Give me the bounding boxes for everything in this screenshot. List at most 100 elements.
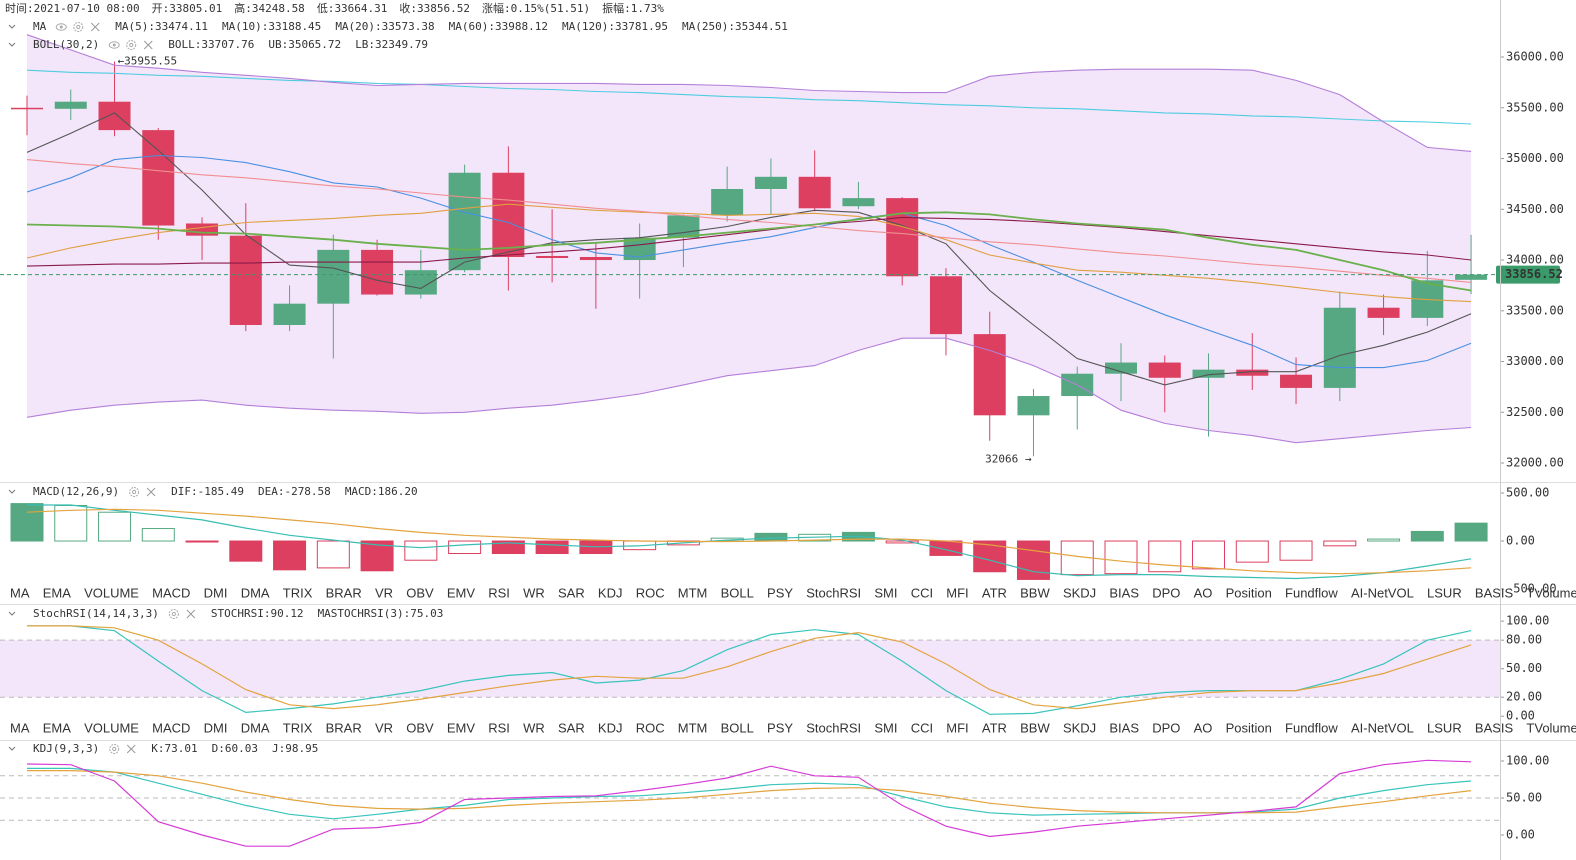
indicator-tab[interactable]: VOLUME (84, 720, 139, 735)
indicator-tab[interactable]: TRIX (283, 720, 313, 735)
indicator-tab[interactable]: TVolume (1526, 585, 1576, 600)
header-value: 34248.58 (252, 2, 305, 15)
indicator-line (26, 211, 1472, 292)
indicator-tab[interactable]: ATR (982, 585, 1007, 600)
indicator-tab[interactable]: MA (10, 585, 30, 600)
indicator-tab[interactable]: Position (1226, 585, 1272, 600)
indicator-tab[interactable]: SAR (558, 720, 585, 735)
indicator-tab[interactable]: DMA (241, 720, 270, 735)
macd-bar (229, 540, 263, 562)
indicator-tab[interactable]: BRAR (326, 720, 362, 735)
indicator-tab[interactable]: KDJ (598, 585, 623, 600)
indicator-tab[interactable]: VR (375, 585, 393, 600)
indicator-tab[interactable]: CCI (911, 585, 933, 600)
indicator-tab[interactable]: DPO (1152, 720, 1180, 735)
legend-item: BOLL:33707.76 (168, 38, 254, 51)
indicator-tab[interactable]: MACD (152, 585, 190, 600)
indicator-tab[interactable]: LSUR (1427, 585, 1462, 600)
candle-body (1192, 369, 1225, 378)
indicator-tab[interactable]: SAR (558, 585, 585, 600)
indicator-tab[interactable]: StochRSI (806, 585, 861, 600)
settings-icon (112, 746, 117, 752)
indicator-tab[interactable]: ROC (636, 720, 665, 735)
indicator-tab[interactable]: DPO (1152, 585, 1180, 600)
indicator-tab[interactable]: RSI (488, 720, 510, 735)
indicator-tab[interactable]: BOLL (721, 720, 754, 735)
indicator-tab[interactable]: Fundflow (1285, 720, 1338, 735)
header-value: 1.73% (631, 2, 664, 15)
indicator-tab[interactable]: BIAS (1109, 720, 1139, 735)
indicator-tab[interactable]: EMA (43, 585, 71, 600)
indicator-tab[interactable]: AI-NetVOL (1351, 585, 1414, 600)
last-price-label: 33856.52 (1505, 267, 1563, 281)
indicator-tab[interactable]: RSI (488, 585, 510, 600)
indicator-tab[interactable]: BIAS (1109, 585, 1139, 600)
indicator-tab[interactable]: KDJ (598, 720, 623, 735)
indicator-tab[interactable]: TVolume (1526, 720, 1576, 735)
legend-item: DEA:-278.58 (258, 485, 331, 498)
indicator-tab[interactable]: SKDJ (1063, 720, 1096, 735)
y-tick-label: 33000.00 (1506, 354, 1564, 368)
indicator-tab[interactable]: MTM (678, 585, 708, 600)
indicator-tab[interactable]: MTM (678, 720, 708, 735)
indicator-tab[interactable]: Fundflow (1285, 585, 1338, 600)
indicator-tab[interactable]: BASIS (1475, 585, 1514, 600)
indicator-line (26, 112, 1472, 386)
indicator-tab[interactable]: EMA (43, 720, 71, 735)
candle-body (1148, 362, 1181, 378)
indicator-tab[interactable]: OBV (406, 720, 434, 735)
candle-body (667, 215, 700, 238)
indicator-tab[interactable]: EMV (447, 720, 476, 735)
indicator-tab[interactable]: VR (375, 720, 393, 735)
indicator-tab[interactable]: BBW (1020, 720, 1050, 735)
y-tick-label: -500.00 (1506, 582, 1557, 596)
indicator-tab[interactable]: AO (1194, 585, 1213, 600)
legend-item: LB:32349.79 (355, 38, 428, 51)
indicator-tab[interactable]: DMA (241, 585, 270, 600)
indicator-tab[interactable]: WR (523, 585, 545, 600)
indicator-tab[interactable]: LSUR (1427, 720, 1462, 735)
y-tick-label: 20.00 (1506, 690, 1542, 704)
indicator-tab[interactable]: ROC (636, 585, 665, 600)
indicator-tab[interactable]: SMI (874, 585, 897, 600)
indicator-tab[interactable]: DMI (204, 585, 228, 600)
indicator-tab[interactable]: MFI (946, 585, 968, 600)
macd-plot (10, 503, 1488, 580)
indicator-tab[interactable]: PSY (767, 720, 793, 735)
indicator-tab[interactable]: TRIX (283, 585, 313, 600)
indicator-tab[interactable]: Position (1226, 720, 1272, 735)
indicator-tab[interactable]: OBV (406, 585, 434, 600)
macd-bar (754, 532, 788, 542)
indicator-tab[interactable]: VOLUME (84, 585, 139, 600)
header-label: 振幅: (602, 1, 631, 15)
indicator-tab[interactable]: AI-NetVOL (1351, 720, 1414, 735)
indicator-tab[interactable]: PSY (767, 585, 793, 600)
indicator-tab[interactable]: MFI (946, 720, 968, 735)
macd-bar (1235, 540, 1269, 563)
indicator-tab[interactable]: SKDJ (1063, 585, 1096, 600)
candle-body (842, 198, 875, 207)
settings-icon (126, 40, 137, 50)
indicator-tab[interactable]: MA (10, 720, 30, 735)
indicator-tab[interactable]: AO (1194, 720, 1213, 735)
legend-item: STOCHRSI:90.12 (211, 607, 304, 620)
candle-body (11, 107, 43, 110)
indicator-tab[interactable]: WR (523, 720, 545, 735)
indicator-tab[interactable]: CCI (911, 720, 933, 735)
indicator-tab[interactable]: StochRSI (806, 720, 861, 735)
indicator-tab[interactable]: BRAR (326, 585, 362, 600)
indicator-tab[interactable]: EMV (447, 585, 476, 600)
indicator-tab[interactable]: MACD (152, 720, 190, 735)
indicator-line (26, 69, 1472, 125)
indicator-tab[interactable]: BOLL (721, 585, 754, 600)
indicator-tab[interactable]: SMI (874, 720, 897, 735)
header-label: 涨幅: (482, 2, 511, 15)
indicator-tab[interactable]: ATR (982, 720, 1007, 735)
macd-bar (973, 540, 1007, 573)
indicator-line (26, 34, 1472, 152)
indicator-tab[interactable]: BBW (1020, 585, 1050, 600)
indicator-tab[interactable]: DMI (204, 720, 228, 735)
indicator-tab[interactable]: BASIS (1475, 720, 1514, 735)
collapse-icon (8, 24, 16, 29)
